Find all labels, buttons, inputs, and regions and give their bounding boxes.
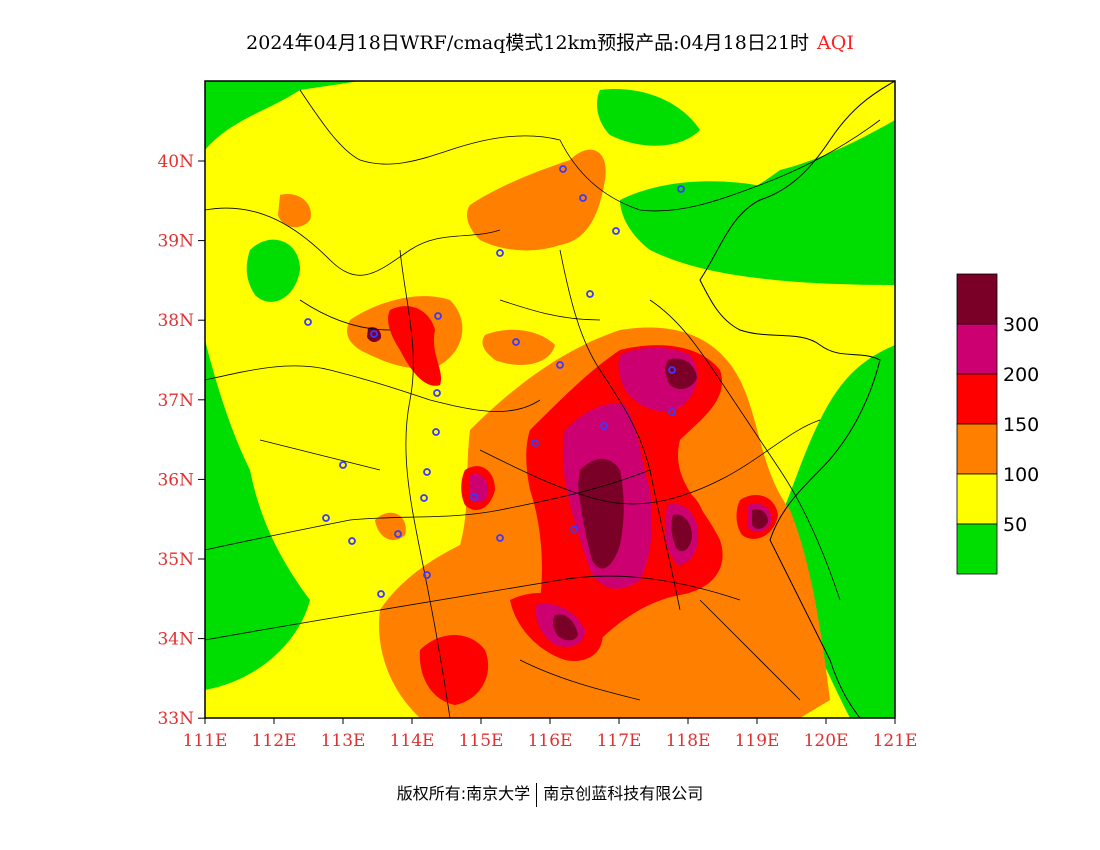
city-markers — [304, 165, 685, 598]
legend-label: 200 — [1003, 364, 1039, 386]
lon-tick-label: 121E — [873, 731, 918, 751]
title-product: AQI — [817, 32, 854, 54]
legend-label: 50 — [1003, 514, 1027, 536]
lon-tick-label: 117E — [597, 731, 642, 751]
legend-swatch — [956, 473, 998, 525]
title-main: 2024年04月18日WRF/cmaq模式12km预报产品:04月18日21时 — [246, 32, 810, 54]
legend-label: 300 — [1003, 314, 1039, 336]
coastline — [699, 81, 895, 718]
latitude-axis: 40N 39N 38N 37N 36N 35N 34N 33N — [157, 152, 205, 729]
lon-tick-label: 111E — [183, 731, 228, 751]
lon-tick-label: 119E — [735, 731, 780, 751]
legend-swatch — [956, 423, 998, 475]
lat-tick-label: 36N — [157, 470, 194, 490]
copyright-footer: 版权所有:南京大学 南京创蓝科技有限公司 — [0, 780, 1100, 807]
aqi-legend: 300 200 150 100 50 — [956, 273, 1039, 575]
legend-swatch — [956, 323, 998, 375]
lon-tick-label: 113E — [321, 731, 366, 751]
legend-swatch — [956, 523, 998, 575]
footer-separator — [536, 782, 538, 807]
legend-label: 150 — [1003, 414, 1039, 436]
lat-tick-label: 39N — [157, 232, 194, 252]
copyright-right: 南京创蓝科技有限公司 — [543, 784, 704, 803]
aqi-field — [205, 81, 895, 718]
lon-tick-label: 120E — [804, 731, 849, 751]
lat-tick-label: 40N — [157, 152, 194, 172]
lat-tick-label: 38N — [157, 311, 194, 331]
lon-tick-label: 115E — [459, 731, 504, 751]
lat-tick-label: 37N — [157, 391, 194, 411]
lon-tick-label: 118E — [666, 731, 711, 751]
map-title: 2024年04月18日WRF/cmaq模式12km预报产品:04月18日21时 A… — [0, 28, 1100, 55]
lon-tick-label: 116E — [528, 731, 573, 751]
lon-tick-label: 112E — [252, 731, 297, 751]
lat-tick-label: 34N — [157, 630, 194, 650]
copyright-left: 版权所有:南京大学 — [396, 784, 531, 803]
lon-tick-label: 114E — [390, 731, 435, 751]
lat-tick-label: 33N — [157, 709, 194, 729]
legend-swatch — [956, 273, 998, 325]
longitude-axis: 111E 112E 113E 114E 115E 116E 117E 118E 119E 120E… — [183, 718, 918, 751]
legend-label: 100 — [1003, 464, 1039, 486]
province-boundaries — [205, 89, 881, 718]
legend-swatch — [956, 373, 998, 425]
lat-tick-label: 35N — [157, 550, 194, 570]
